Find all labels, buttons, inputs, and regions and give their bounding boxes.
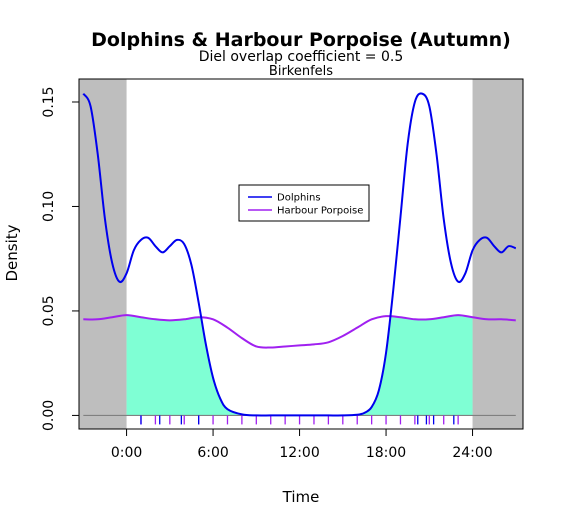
y-axis-label: Density (3, 224, 21, 281)
x-tick-label-1: 6:00 (197, 445, 228, 461)
legend-label-1: Harbour Porpoise (277, 206, 363, 217)
legend-box (238, 184, 370, 222)
y-tick-label-1: 0.05 (41, 295, 57, 326)
x-axis-label: Time (282, 488, 320, 506)
chart-subtitle-site: Birkenfels (269, 64, 333, 79)
x-tick-label-0: 0:00 (111, 445, 142, 461)
x-tick-label-3: 18:00 (366, 445, 406, 461)
series-line-harbour-porpoise (83, 314, 516, 349)
night-shade-0 (79, 79, 127, 429)
night-shade-1 (472, 79, 523, 429)
legend-label-0: Dolphins (277, 193, 321, 204)
series-line-dolphins (82, 92, 517, 417)
plot-area: 0:00 6:00 12:00 18:00 24:00 0.00 0.05 0.10 0.15 D… (41, 78, 524, 461)
y-tick-label-2: 0.10 (41, 191, 57, 222)
y-tick-label-0: 0.00 (41, 400, 57, 431)
y-tick-label-3: 0.15 (41, 86, 57, 117)
chart-title: Dolphins & Harbour Porpoise (Autumn) (91, 29, 511, 51)
x-tick-label-4: 24:00 (452, 445, 492, 461)
overlap-area (126, 315, 473, 416)
plot-frame (78, 78, 524, 430)
x-tick-label-2: 12:00 (279, 445, 319, 461)
chart-subtitle: Diel overlap coefficient = 0.5 (199, 49, 404, 65)
